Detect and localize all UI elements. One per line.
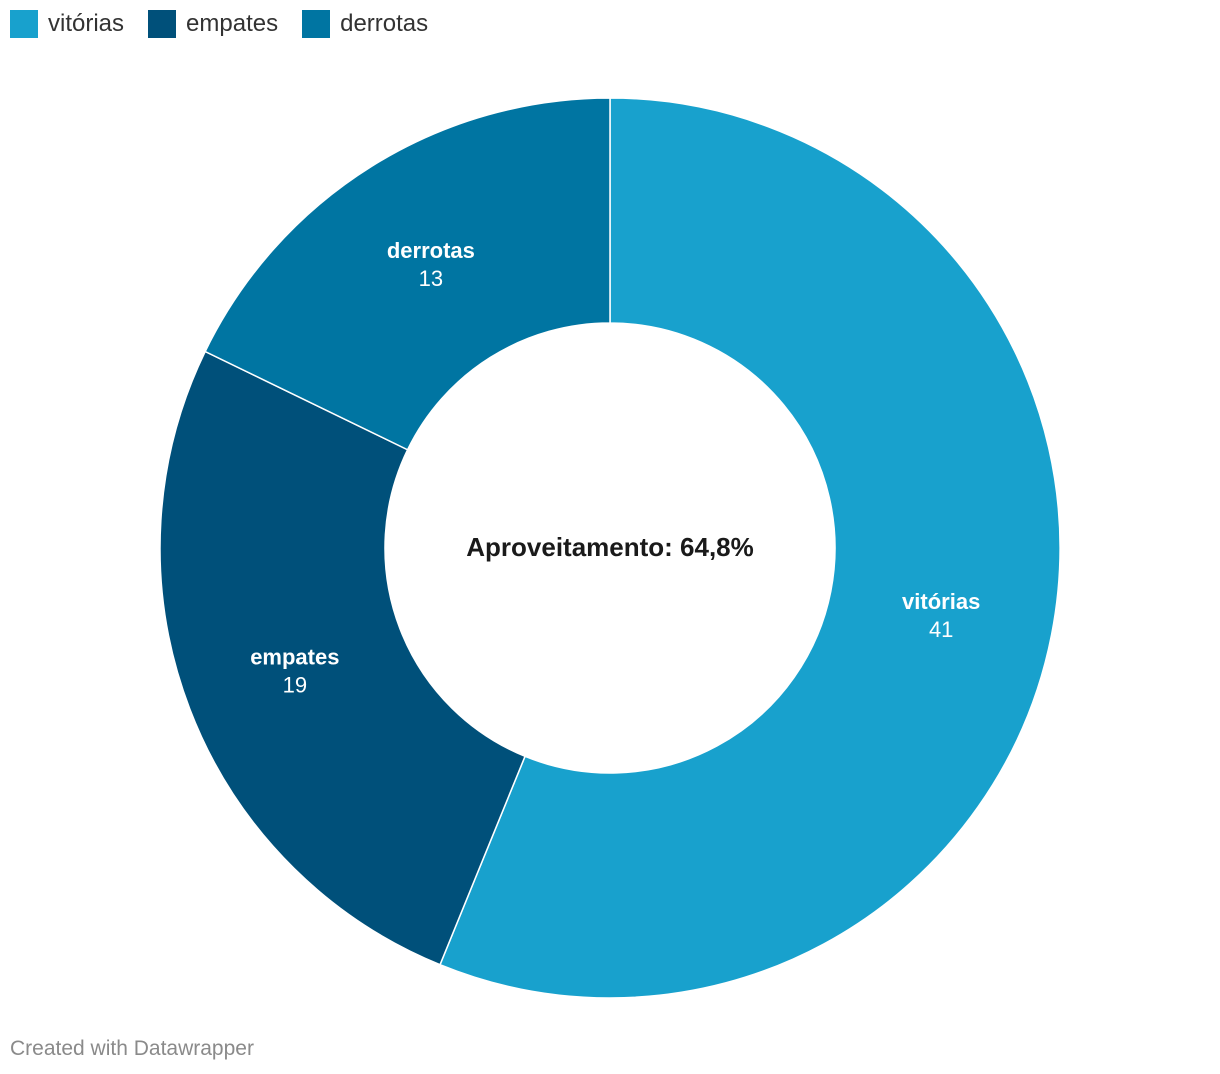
legend-item-vitorias: vitórias [10,10,124,38]
legend-swatch-derrotas [302,10,331,38]
legend-item-empates: empates [148,10,278,38]
slice-label-vitorias: vitórias [902,589,980,614]
slice-value-vitorias: 41 [929,617,953,642]
slice-label-derrotas: derrotas [387,238,475,263]
legend-swatch-empates [148,10,177,38]
footer-credit: Created with Datawrapper [10,1037,254,1060]
slice-label-empates: empates [250,645,339,670]
legend-label-vitorias: vitórias [48,10,125,37]
center-label: Aproveitamento: 64,8% [466,532,754,562]
legend-label-derrotas: derrotas [340,10,429,37]
legend: vitórias empates derrotas [10,10,428,38]
legend-item-derrotas: derrotas [302,10,428,38]
legend-swatch-vitorias [10,10,38,38]
slice-value-empates: 19 [283,673,307,698]
legend-label-empates: empates [186,10,279,37]
slice-empates [159,350,526,966]
slice-vitorias [439,97,1061,999]
slice-value-derrotas: 13 [419,266,443,291]
slice-derrotas [204,97,611,451]
